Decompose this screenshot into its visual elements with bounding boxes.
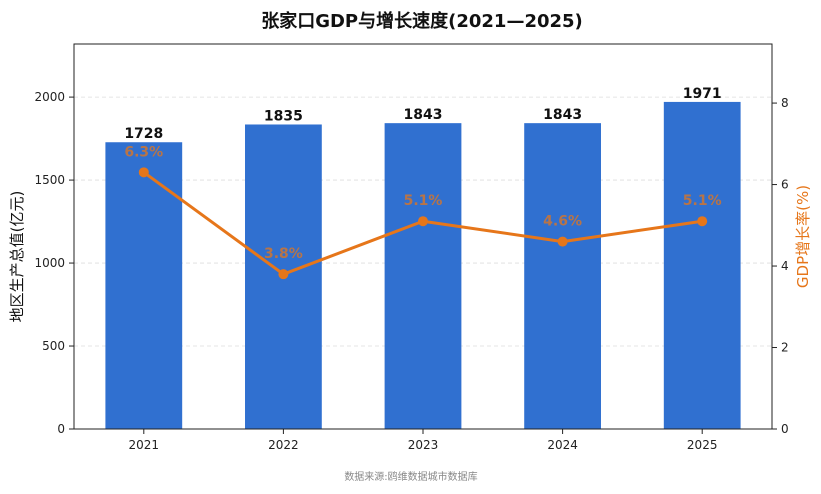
left-y-tick-label: 1000 (34, 256, 65, 270)
bar-value-label: 1728 (124, 126, 163, 142)
bar-value-label: 1843 (543, 107, 582, 123)
right-y-tick-label: 0 (781, 422, 789, 436)
bar (105, 142, 183, 429)
growth-rate-label: 4.6% (543, 214, 582, 230)
right-y-tick-label: 8 (781, 96, 789, 110)
x-tick-label: 2025 (687, 438, 718, 452)
x-axis-ticks: 2021 2022 2023 2024 2025 (129, 429, 718, 452)
chart-title: 张家口GDP与增长速度(2021—2025) (261, 10, 583, 32)
growth-rate-point (278, 269, 289, 280)
x-tick-label: 2021 (129, 438, 160, 452)
growth-rate-label: 3.8% (264, 246, 303, 262)
right-y-tick-label: 6 (781, 178, 789, 192)
right-y-tick-label: 4 (781, 259, 789, 273)
x-tick-label: 2023 (408, 438, 439, 452)
bar (663, 101, 741, 429)
growth-rate-label: 5.1% (683, 193, 722, 209)
bar (524, 123, 601, 430)
grid-lines (74, 96, 772, 347)
left-y-tick-label: 1500 (34, 173, 65, 187)
line-series: 6.3% 3.8% 5.1% 4.6% 5.1% (124, 144, 722, 280)
right-y-axis-label: GDP增长率(%) (794, 185, 812, 288)
right-y-tick-label: 2 (781, 341, 789, 355)
bar-value-labels: 1728 1835 1843 1843 1971 (124, 86, 721, 142)
left-y-tick-label: 500 (42, 339, 65, 353)
growth-rate-label: 5.1% (404, 193, 443, 209)
bar-value-label: 1835 (264, 108, 303, 124)
growth-rate-point (138, 167, 149, 178)
left-y-tick-label: 0 (57, 422, 65, 436)
x-tick-label: 2022 (268, 438, 299, 452)
right-y-axis-ticks: 0 2 4 6 8 (772, 96, 789, 436)
bar (384, 123, 462, 430)
growth-rate-point (697, 216, 708, 227)
left-y-tick-label: 2000 (34, 90, 65, 104)
growth-rate-point (418, 216, 428, 227)
left-y-axis-ticks: 0 500 1000 1500 2000 (34, 90, 74, 436)
x-tick-label: 2024 (547, 438, 578, 452)
bar-value-label: 1971 (683, 86, 722, 102)
growth-rate-label: 6.3% (124, 144, 163, 160)
left-y-axis-label: 地区生产总值(亿元) (8, 191, 26, 323)
data-source-note: 数据来源:鸥维数据城市数据库 (344, 470, 477, 483)
bar-series (105, 101, 741, 430)
growth-rate-point (557, 236, 568, 247)
bar-value-label: 1843 (404, 107, 443, 123)
